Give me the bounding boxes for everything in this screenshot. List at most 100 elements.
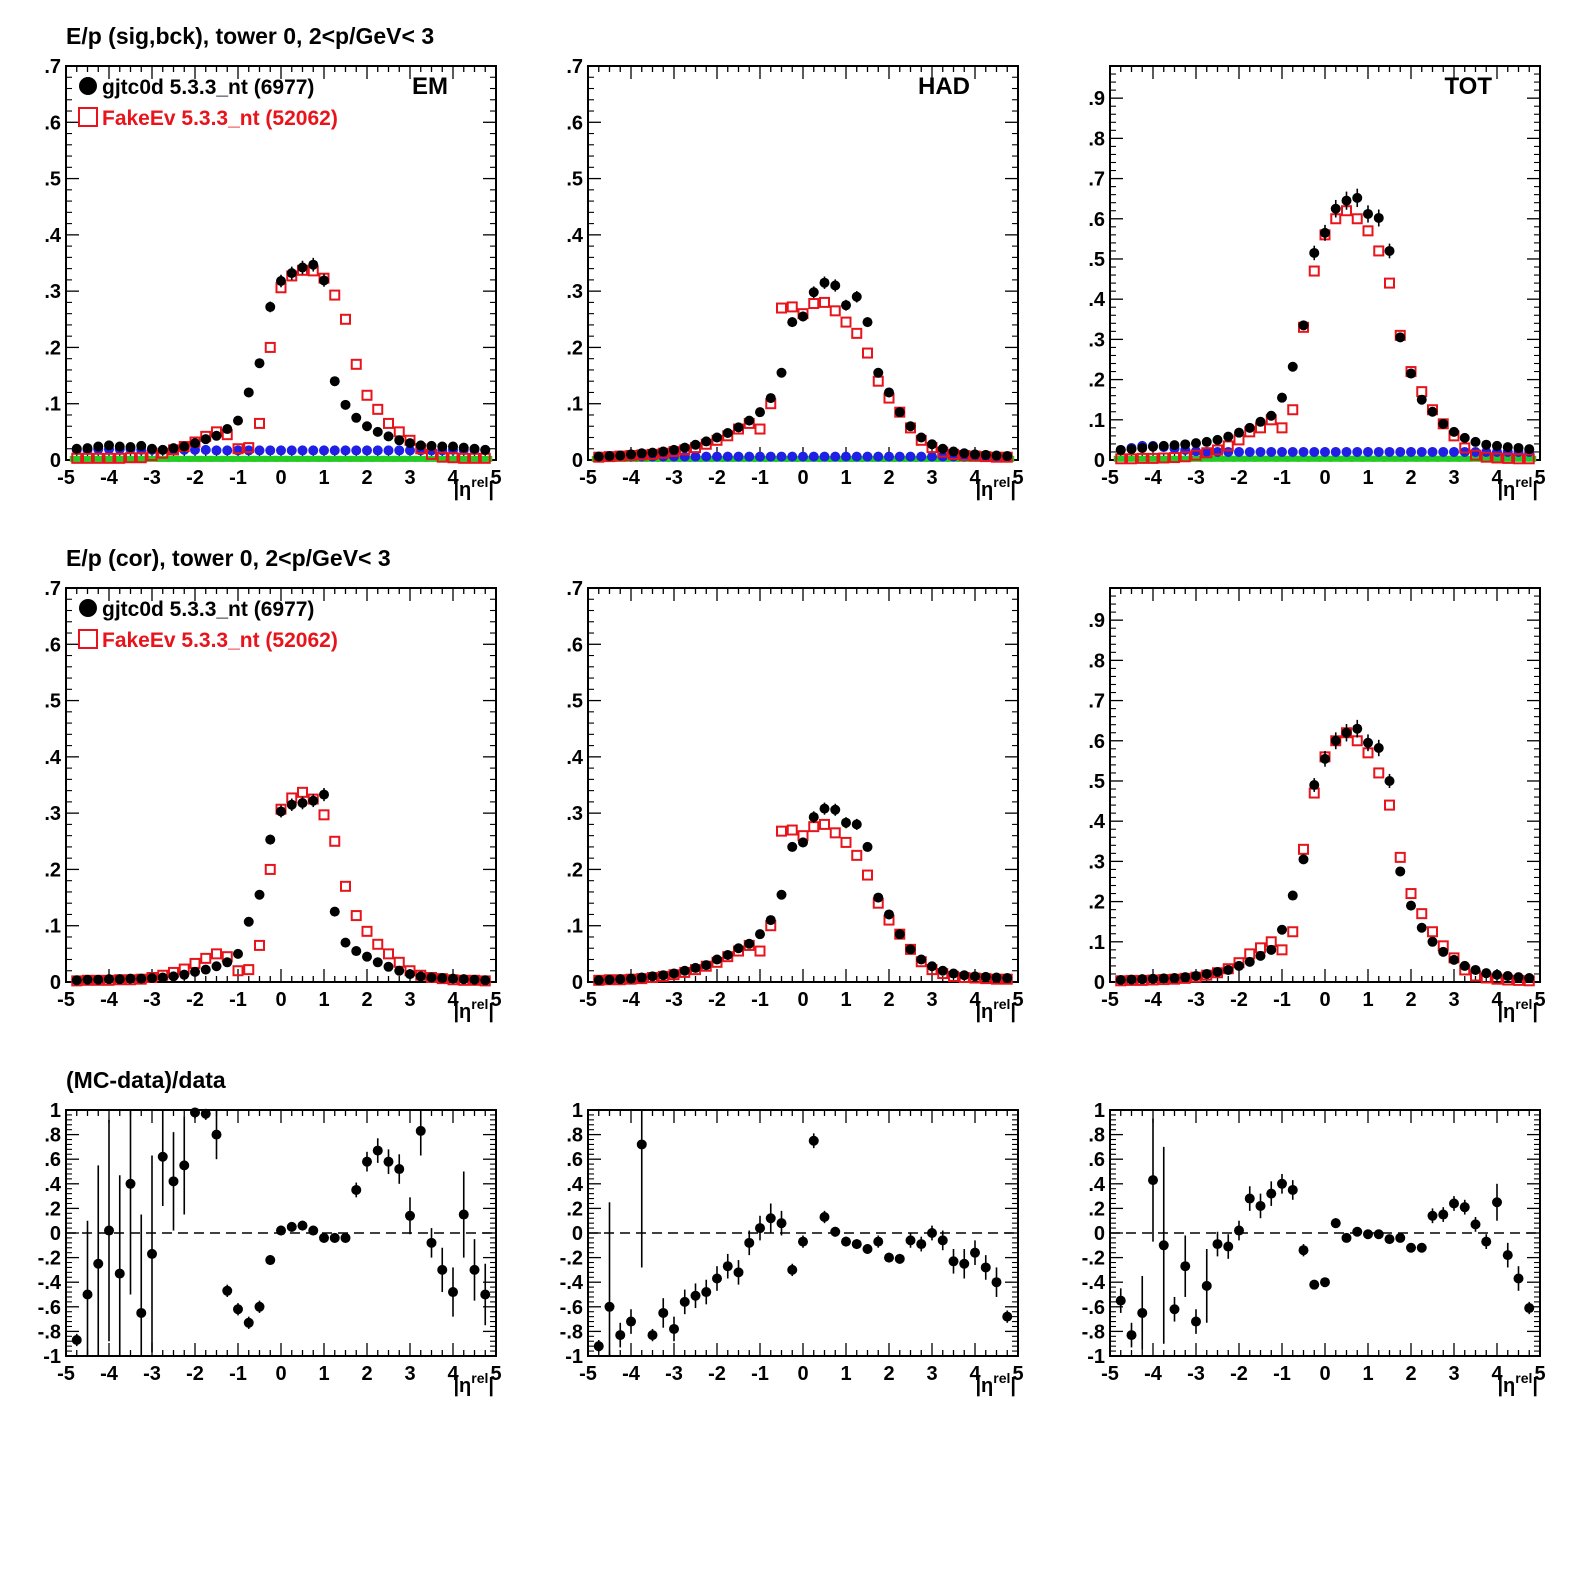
data-marker	[1395, 1232, 1406, 1243]
data-marker	[959, 1258, 970, 1269]
x-tick-label: 1	[1362, 467, 1373, 489]
y-tick-label: .4	[1088, 1174, 1106, 1196]
data-marker	[1115, 444, 1126, 455]
mc-marker	[1405, 888, 1417, 900]
data-marker	[1266, 944, 1277, 955]
bkg-mc-marker	[220, 455, 235, 462]
x-axis-label-main: |η	[975, 1375, 993, 1397]
mc-marker	[851, 327, 863, 339]
data-marker	[1513, 442, 1524, 453]
bkg-data-marker	[690, 451, 701, 462]
x-tick-label: -3	[665, 1363, 683, 1385]
x-tick-label: -3	[665, 989, 683, 1011]
x-tick-label: 2	[361, 1363, 372, 1385]
y-tick-label: 0	[50, 450, 61, 472]
data-marker	[319, 275, 329, 286]
x-tick-label: 3	[404, 989, 415, 1011]
data-marker	[125, 442, 136, 453]
bkg-data-marker	[297, 445, 308, 456]
mc-marker	[1491, 452, 1503, 464]
x-tick-label: -5	[57, 467, 75, 489]
mc-marker	[819, 818, 830, 830]
data-marker	[927, 961, 937, 972]
data-marker	[1341, 1232, 1352, 1243]
data-marker	[1406, 900, 1416, 911]
bkg-data-marker	[308, 445, 319, 456]
bkg-mc-marker	[295, 455, 310, 462]
x-axis-label: |ηrel|	[975, 996, 1016, 1023]
data-marker	[1395, 332, 1406, 343]
mc-marker	[819, 296, 830, 308]
mc-marker	[350, 358, 362, 370]
data-marker	[830, 280, 841, 291]
chart-panel-r1c1: -5 -4 -3 -2 -1 0 1 2 3 4 5 0 .1 .2 .3 .4 .5 .6 .7 |ηrel|	[566, 578, 1023, 1023]
data-marker	[1255, 1200, 1266, 1211]
data-marker	[755, 407, 765, 418]
mc-marker	[254, 939, 265, 951]
y-tick-label: .4	[1088, 289, 1106, 311]
data-marker	[190, 1107, 200, 1118]
bkg-mc-marker	[1178, 455, 1193, 462]
bkg-mc-marker	[241, 455, 256, 462]
data-marker	[1223, 431, 1234, 442]
mc-marker	[1298, 843, 1309, 855]
chart-panel-r2c0: -5 -4 -3 -2 -1 0 1 2 3 4 5 -1 -.8-.6 -.4-.2 0 .2.4 .6.8 1…	[38, 1100, 502, 1397]
data-marker	[1481, 968, 1492, 979]
plot-frame	[1109, 65, 1541, 461]
data-marker	[394, 1164, 405, 1175]
bkg-mc-marker	[1500, 455, 1515, 462]
chart-panel-r0c2: -5 -4 -3 -2 -1 0 1 2 3 4 5 0 .1 .2 .3 .4 .5 .6 .7 .8 .9 |ηrel…	[1088, 65, 1546, 501]
bkg-data-marker	[701, 451, 712, 462]
panel-label: HAD	[918, 73, 970, 100]
data-marker	[1148, 973, 1158, 984]
bkg-data-marker	[819, 451, 830, 462]
data-marker	[593, 975, 604, 986]
y-tick-label: .3	[44, 803, 61, 825]
data-marker	[458, 442, 469, 453]
y-tick-label: .4	[566, 225, 584, 247]
data-marker	[970, 449, 980, 460]
bkg-data-marker	[927, 451, 937, 462]
data-marker	[1287, 1184, 1298, 1195]
y-tick-label: -.2	[1082, 1248, 1105, 1270]
data-marker	[808, 812, 819, 823]
x-tick-label: 1	[840, 1363, 851, 1385]
data-marker	[819, 277, 830, 288]
data-marker	[1137, 442, 1148, 453]
mc-marker	[1136, 452, 1148, 464]
data-marker	[1298, 854, 1309, 865]
data-marker	[1137, 1307, 1148, 1318]
bkg-data-marker	[905, 451, 916, 462]
y-tick-label: .5	[1088, 771, 1105, 793]
y-tick-label: -.4	[560, 1272, 584, 1294]
mc-marker	[361, 925, 373, 937]
y-tick-label: .2	[44, 337, 61, 359]
mc-marker	[754, 945, 766, 957]
bkg-mc-marker	[134, 455, 149, 462]
mc-marker	[786, 824, 798, 836]
chart-panel-r2c2: -5 -4 -3 -2 -1 0 1 2 3 4 5 -1 -.8-.6 -.4-.2 0 .2.4 .6.8 1…	[1082, 1100, 1546, 1397]
data-marker	[1470, 964, 1481, 975]
mc-marker	[361, 389, 373, 401]
data-marker	[787, 1264, 798, 1275]
x-tick-label: -2	[1230, 467, 1248, 489]
bkg-data-marker	[1427, 446, 1438, 457]
data-marker	[647, 1330, 658, 1341]
data-marker	[1384, 775, 1395, 786]
data-marker	[1395, 866, 1406, 877]
x-tick-label: 2	[883, 1363, 894, 1385]
bkg-data-marker	[254, 445, 265, 456]
data-marker	[1244, 956, 1255, 967]
bkg-mc-marker	[456, 455, 471, 462]
x-tick-label: 5	[1012, 989, 1023, 1011]
bkg-mc-marker	[403, 455, 417, 462]
bkg-data-marker	[340, 445, 351, 456]
mc-marker	[393, 956, 405, 968]
x-tick-label: 5	[1534, 467, 1545, 489]
bkg-data-marker	[1384, 446, 1395, 457]
data-marker	[1223, 1241, 1234, 1252]
data-marker	[626, 973, 636, 984]
data-marker	[636, 972, 647, 983]
mc-marker	[114, 452, 126, 464]
data-marker	[1287, 361, 1298, 372]
